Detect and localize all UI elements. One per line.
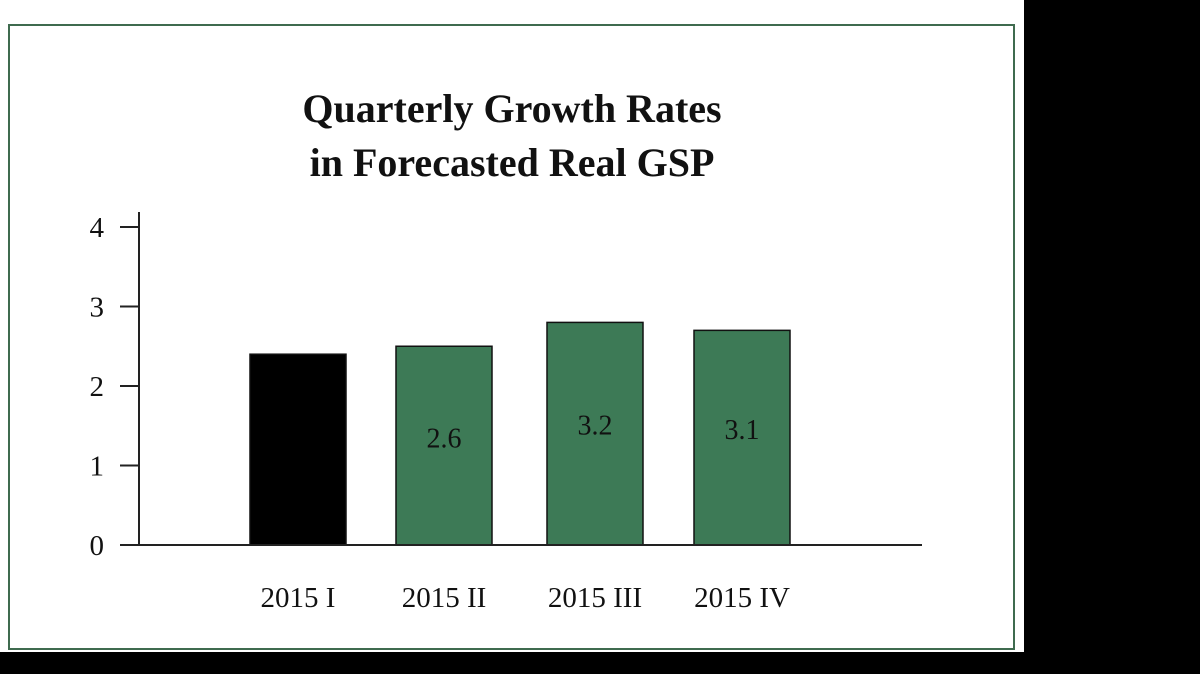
y-tick-label-1: 1 xyxy=(90,451,105,483)
bar-value-label-3: 3.2 xyxy=(578,411,613,442)
y-tick-label-3: 3 xyxy=(90,292,105,324)
x-tick-label-2: 2015 II xyxy=(402,582,487,614)
y-tick-label-4: 4 xyxy=(90,212,105,244)
x-tick-label-1: 2015 I xyxy=(261,582,336,614)
x-tick-label-4: 2015 IV xyxy=(694,582,790,614)
chart-title-line-2: in Forecasted Real GSP xyxy=(309,140,715,185)
y-tick-label-0: 0 xyxy=(90,530,105,562)
bar-value-label-2: 2.6 xyxy=(427,424,462,455)
x-tick-label-3: 2015 III xyxy=(548,582,642,614)
bar-1 xyxy=(249,353,347,546)
chart-title: Quarterly Growth Rates in Forecasted Rea… xyxy=(0,82,1024,190)
bar-value-label-4: 3.1 xyxy=(725,415,760,446)
bar-chart: 2015 I 2.6 2015 II 3.2 2015 III 3.1 2015 IV 0 1 2… xyxy=(90,212,922,614)
y-tick-label-2: 2 xyxy=(90,371,105,403)
chart-title-line-1: Quarterly Growth Rates xyxy=(302,86,722,131)
